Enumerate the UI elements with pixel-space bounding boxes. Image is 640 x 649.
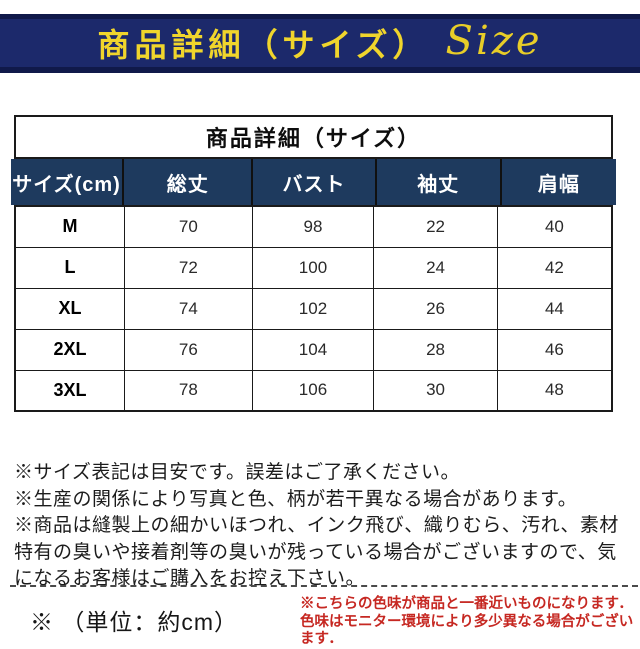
table-row: M 70 98 22 40: [14, 205, 613, 248]
column-header-sleeve: 袖丈: [374, 159, 500, 205]
row-label: M: [14, 205, 126, 248]
row-label: L: [14, 246, 126, 289]
row-label: 2XL: [14, 328, 126, 371]
monitor-color-note: ※こちらの色味が商品と一番近いものになります． 色味はモニター環境により多少異な…: [300, 596, 635, 649]
unit-note: ※ （単位：約cm）: [30, 609, 239, 635]
disclaimer-notes: ※サイズ表記は目安です。誤差はご了承ください。 ※生産の関係により写真と色、柄が…: [14, 460, 628, 593]
table-header-row: サイズ(cm) 総丈 バスト 袖丈 肩幅: [11, 159, 616, 205]
table-row: XL 74 102 26 44: [14, 287, 613, 330]
cell-sleeve: 28: [373, 328, 498, 371]
cell-bust: 100: [251, 246, 375, 289]
banner-title-jp: 商品詳細（サイズ）: [97, 27, 430, 63]
cell-shoulder: 46: [496, 328, 613, 371]
cell-sleeve: 30: [373, 369, 498, 412]
banner-title-en: Size: [445, 18, 543, 64]
size-table-body: M 70 98 22 40 L 72 100 24 42 XL 74 102: [14, 205, 613, 412]
column-header-length: 総丈: [122, 159, 251, 205]
row-label: XL: [14, 287, 126, 330]
dashed-divider: [10, 585, 638, 587]
table-row: L 72 100 24 42: [14, 246, 613, 289]
cell-bust: 104: [251, 328, 375, 371]
note-color-difference: ※生産の関係により写真と色、柄が若干異なる場合があります。: [14, 488, 578, 510]
cell-length: 72: [124, 246, 253, 289]
size-table: 商品詳細（サイズ） サイズ(cm) 総丈 バスト 袖丈 肩幅 M 70 98 2…: [11, 115, 616, 412]
table-row: 3XL 78 106 30 48: [14, 369, 613, 412]
column-header-bust: バスト: [251, 159, 374, 205]
cell-length: 70: [124, 205, 253, 248]
cell-shoulder: 44: [496, 287, 613, 330]
cell-bust: 106: [251, 369, 375, 412]
cell-sleeve: 22: [373, 205, 498, 248]
cell-bust: 98: [251, 205, 375, 248]
monitor-color-note-line1: ※こちらの色味が商品と一番近いものになります．: [300, 596, 633, 612]
cell-shoulder: 48: [496, 369, 613, 412]
header-banner: 商品詳細（サイズ） Size: [0, 14, 640, 73]
note-material-smell: ※商品は縫製上の細かいほつれ、インク飛び、織りむら、汚れ、素材特有の臭いや接着剤…: [14, 515, 619, 589]
cell-length: 76: [124, 328, 253, 371]
row-label: 3XL: [14, 369, 126, 412]
cell-sleeve: 26: [373, 287, 498, 330]
table-row: 2XL 76 104 28 46: [14, 328, 613, 371]
column-header-shoulder: 肩幅: [499, 159, 616, 205]
cell-bust: 102: [251, 287, 375, 330]
cell-length: 74: [124, 287, 253, 330]
monitor-color-note-line2: 色味はモニター環境により多少異なる場合がございます．: [300, 613, 634, 648]
cell-shoulder: 42: [496, 246, 613, 289]
column-header-size: サイズ(cm): [12, 173, 121, 196]
cell-length: 78: [124, 369, 253, 412]
cell-shoulder: 40: [496, 205, 613, 248]
cell-sleeve: 24: [373, 246, 498, 289]
note-size-tolerance: ※サイズ表記は目安です。誤差はご了承ください。: [14, 462, 461, 483]
table-title: 商品詳細（サイズ）: [14, 115, 613, 159]
